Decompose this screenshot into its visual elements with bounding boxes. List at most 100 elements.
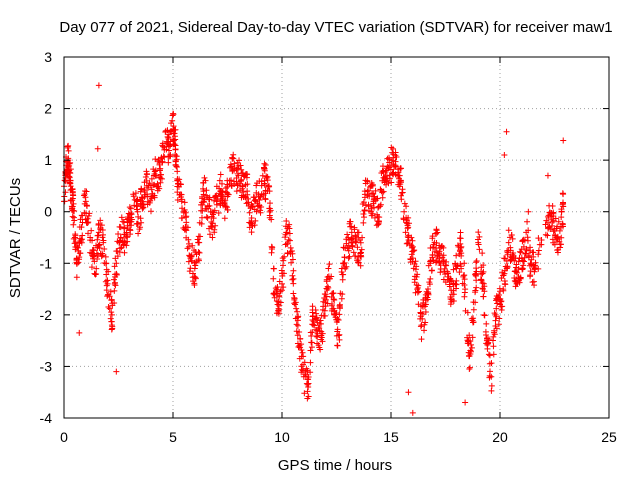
data-point [288,247,295,254]
data-point [328,300,335,307]
data-point [266,183,273,190]
data-point [547,226,554,233]
data-point [307,369,314,376]
data-point [362,177,369,184]
data-point [315,324,322,331]
data-point [111,280,118,287]
data-point [185,258,192,265]
data-point [448,298,455,305]
data-point [174,177,181,184]
data-point [211,197,218,204]
data-point [519,237,526,244]
data-point [177,181,184,188]
data-point [313,310,320,317]
data-point [556,227,563,234]
data-point [322,296,329,303]
data-point [231,164,238,171]
data-point [513,280,520,287]
data-point [466,364,473,371]
data-point [200,199,207,206]
data-point [123,229,130,236]
data-point [472,273,479,280]
data-point [148,186,155,193]
data-point [346,253,353,260]
data-point [305,374,312,381]
data-point [172,146,179,153]
data-point [93,265,100,272]
data-point [379,194,386,201]
data-point [290,280,297,287]
data-point [354,259,361,266]
data-point [132,190,139,197]
data-point [238,176,245,183]
data-point [116,237,123,244]
data-point [324,286,331,293]
data-point [341,264,348,271]
data-point [360,219,367,226]
data-point [483,331,490,338]
data-point [233,188,240,195]
data-point [135,230,142,237]
data-point [422,309,429,316]
data-point [107,315,114,322]
data-point [183,234,190,241]
data-point [236,180,243,187]
data-point [161,144,168,151]
data-point [121,238,128,245]
data-point [240,189,247,196]
data-point [244,195,251,202]
outlier-point [108,322,115,329]
data-point [415,288,422,295]
y-tick-label: 1 [44,152,52,168]
data-point [266,212,273,219]
data-point [458,243,465,250]
data-point [358,246,365,253]
data-point [285,236,292,243]
data-point [85,230,92,237]
data-point [205,205,212,212]
x-tick-label: 25 [601,429,617,445]
data-point [186,268,193,275]
data-point [229,168,236,175]
data-point [282,234,289,241]
data-point [544,232,551,239]
data-point [377,186,384,193]
data-point [165,142,172,149]
data-point [470,315,477,322]
data-point [172,126,179,133]
data-point [558,208,565,215]
data-point [430,241,437,248]
data-point [386,156,393,163]
data-point [192,249,199,256]
data-point [535,235,542,242]
data-point [148,195,155,202]
data-point [113,270,120,277]
data-point [134,203,141,210]
data-point [94,236,101,243]
data-point [405,214,412,221]
data-point [173,163,180,170]
data-point [525,227,532,234]
data-point [357,239,364,246]
data-point [484,340,491,347]
data-point [77,216,84,223]
data-point [330,290,337,297]
data-point [69,213,76,220]
data-point [334,342,341,349]
data-point [300,353,307,360]
data-point [345,247,352,254]
data-point [545,212,552,219]
data-point [212,222,219,229]
data-point [344,231,351,238]
data-point [177,191,184,198]
x-axis-label: GPS time / hours [278,457,392,474]
data-point [466,365,473,372]
data-point [195,239,202,246]
data-point [384,163,391,170]
data-point [219,188,226,195]
data-point [401,200,408,207]
data-point [498,303,505,310]
data-point [298,341,305,348]
data-point [248,203,255,210]
data-point [301,359,308,366]
